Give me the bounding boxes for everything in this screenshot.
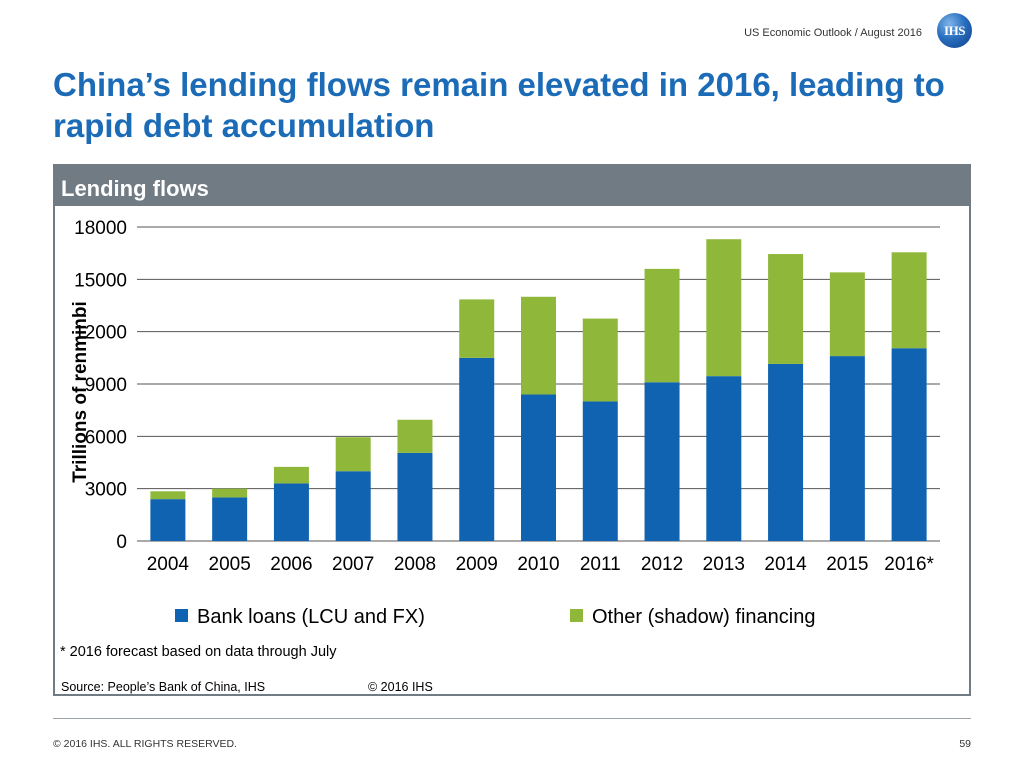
bar-bank-loans bbox=[212, 497, 248, 541]
source-note: Source: People’s Bank of China, IHS bbox=[61, 680, 266, 694]
footer-rights: © 2016 IHS. ALL RIGHTS RESERVED. bbox=[53, 738, 237, 750]
report-meta: US Economic Outlook / August 2016 bbox=[744, 27, 922, 39]
bars bbox=[150, 239, 927, 541]
bar-shadow-financing bbox=[521, 296, 556, 395]
y-tick-label: 3000 bbox=[85, 480, 127, 501]
x-tick-label: 2008 bbox=[394, 554, 436, 575]
legend-label: Other (shadow) financing bbox=[592, 606, 815, 628]
panel-title: Lending flows bbox=[55, 166, 969, 206]
y-axis-title: Trillions of renminbi bbox=[70, 301, 91, 483]
x-tick-label: 2006 bbox=[270, 554, 312, 575]
legend: Bank loans (LCU and FX) Other (shadow) fi… bbox=[175, 606, 815, 628]
x-tick-label: 2011 bbox=[580, 554, 621, 575]
bar-shadow-financing bbox=[459, 299, 495, 358]
bar-shadow-financing bbox=[397, 419, 433, 453]
bar-bank-loans bbox=[459, 357, 495, 541]
x-tick-label: 2013 bbox=[703, 554, 745, 575]
x-tick-label: 2005 bbox=[209, 554, 251, 575]
x-tick-label: 2012 bbox=[641, 554, 683, 575]
ihs-logo: IHS bbox=[937, 13, 972, 48]
bar-shadow-financing bbox=[768, 254, 804, 364]
chart-panel: Lending flows bbox=[53, 164, 971, 696]
slide-title: China’s lending flows remain elevated in… bbox=[53, 66, 945, 144]
legend-swatch bbox=[570, 609, 583, 622]
bar-bank-loans bbox=[644, 382, 680, 541]
bar-shadow-financing bbox=[706, 239, 742, 377]
legend-swatch bbox=[175, 609, 188, 622]
y-tick-label: 18000 bbox=[74, 218, 127, 239]
bar-bank-loans bbox=[521, 394, 556, 541]
x-tick-label: 2016* bbox=[884, 554, 934, 575]
source-copyright: © 2016 IHS bbox=[368, 680, 433, 694]
bar-bank-loans bbox=[273, 483, 309, 541]
footer-divider bbox=[53, 718, 971, 719]
x-tick-label: 2007 bbox=[332, 554, 374, 575]
y-tick-labels: 0 3000 6000 9000 12000 15000 18000 bbox=[74, 218, 127, 553]
x-tick-label: 2014 bbox=[764, 554, 807, 575]
bar-shadow-financing bbox=[273, 466, 309, 484]
bar-shadow-financing bbox=[212, 488, 248, 498]
bar-shadow-financing bbox=[891, 252, 927, 349]
bar-bank-loans bbox=[397, 452, 433, 541]
x-tick-label: 2009 bbox=[456, 554, 498, 575]
y-tick-label: 15000 bbox=[74, 270, 127, 291]
y-tick-label: 0 bbox=[116, 532, 127, 553]
x-tick-label: 2004 bbox=[147, 554, 190, 575]
y-tick-label: 9000 bbox=[85, 375, 127, 396]
bar-shadow-financing bbox=[150, 491, 186, 500]
bar-bank-loans bbox=[706, 376, 742, 541]
x-tick-label: 2015 bbox=[826, 554, 868, 575]
bar-bank-loans bbox=[891, 348, 927, 541]
bar-shadow-financing bbox=[335, 437, 371, 472]
bar-bank-loans bbox=[829, 356, 865, 541]
bar-bank-loans bbox=[150, 499, 186, 541]
bar-shadow-financing bbox=[644, 268, 680, 383]
y-tick-label: 12000 bbox=[74, 323, 127, 344]
bar-bank-loans bbox=[582, 401, 618, 541]
forecast-footnote: * 2016 forecast based on data through Ju… bbox=[60, 644, 337, 660]
y-tick-label: 6000 bbox=[85, 427, 127, 448]
bar-bank-loans bbox=[768, 363, 804, 541]
legend-label: Bank loans (LCU and FX) bbox=[197, 606, 425, 628]
x-tick-label: 2010 bbox=[517, 554, 559, 575]
bar-shadow-financing bbox=[829, 272, 865, 357]
bar-bank-loans bbox=[335, 471, 371, 541]
x-tick-labels: 2004 2005 2006 2007 2008 2009 2010 2011 2012 2013… bbox=[147, 554, 935, 575]
bar-shadow-financing bbox=[582, 318, 618, 402]
page-number: 59 bbox=[959, 738, 971, 750]
